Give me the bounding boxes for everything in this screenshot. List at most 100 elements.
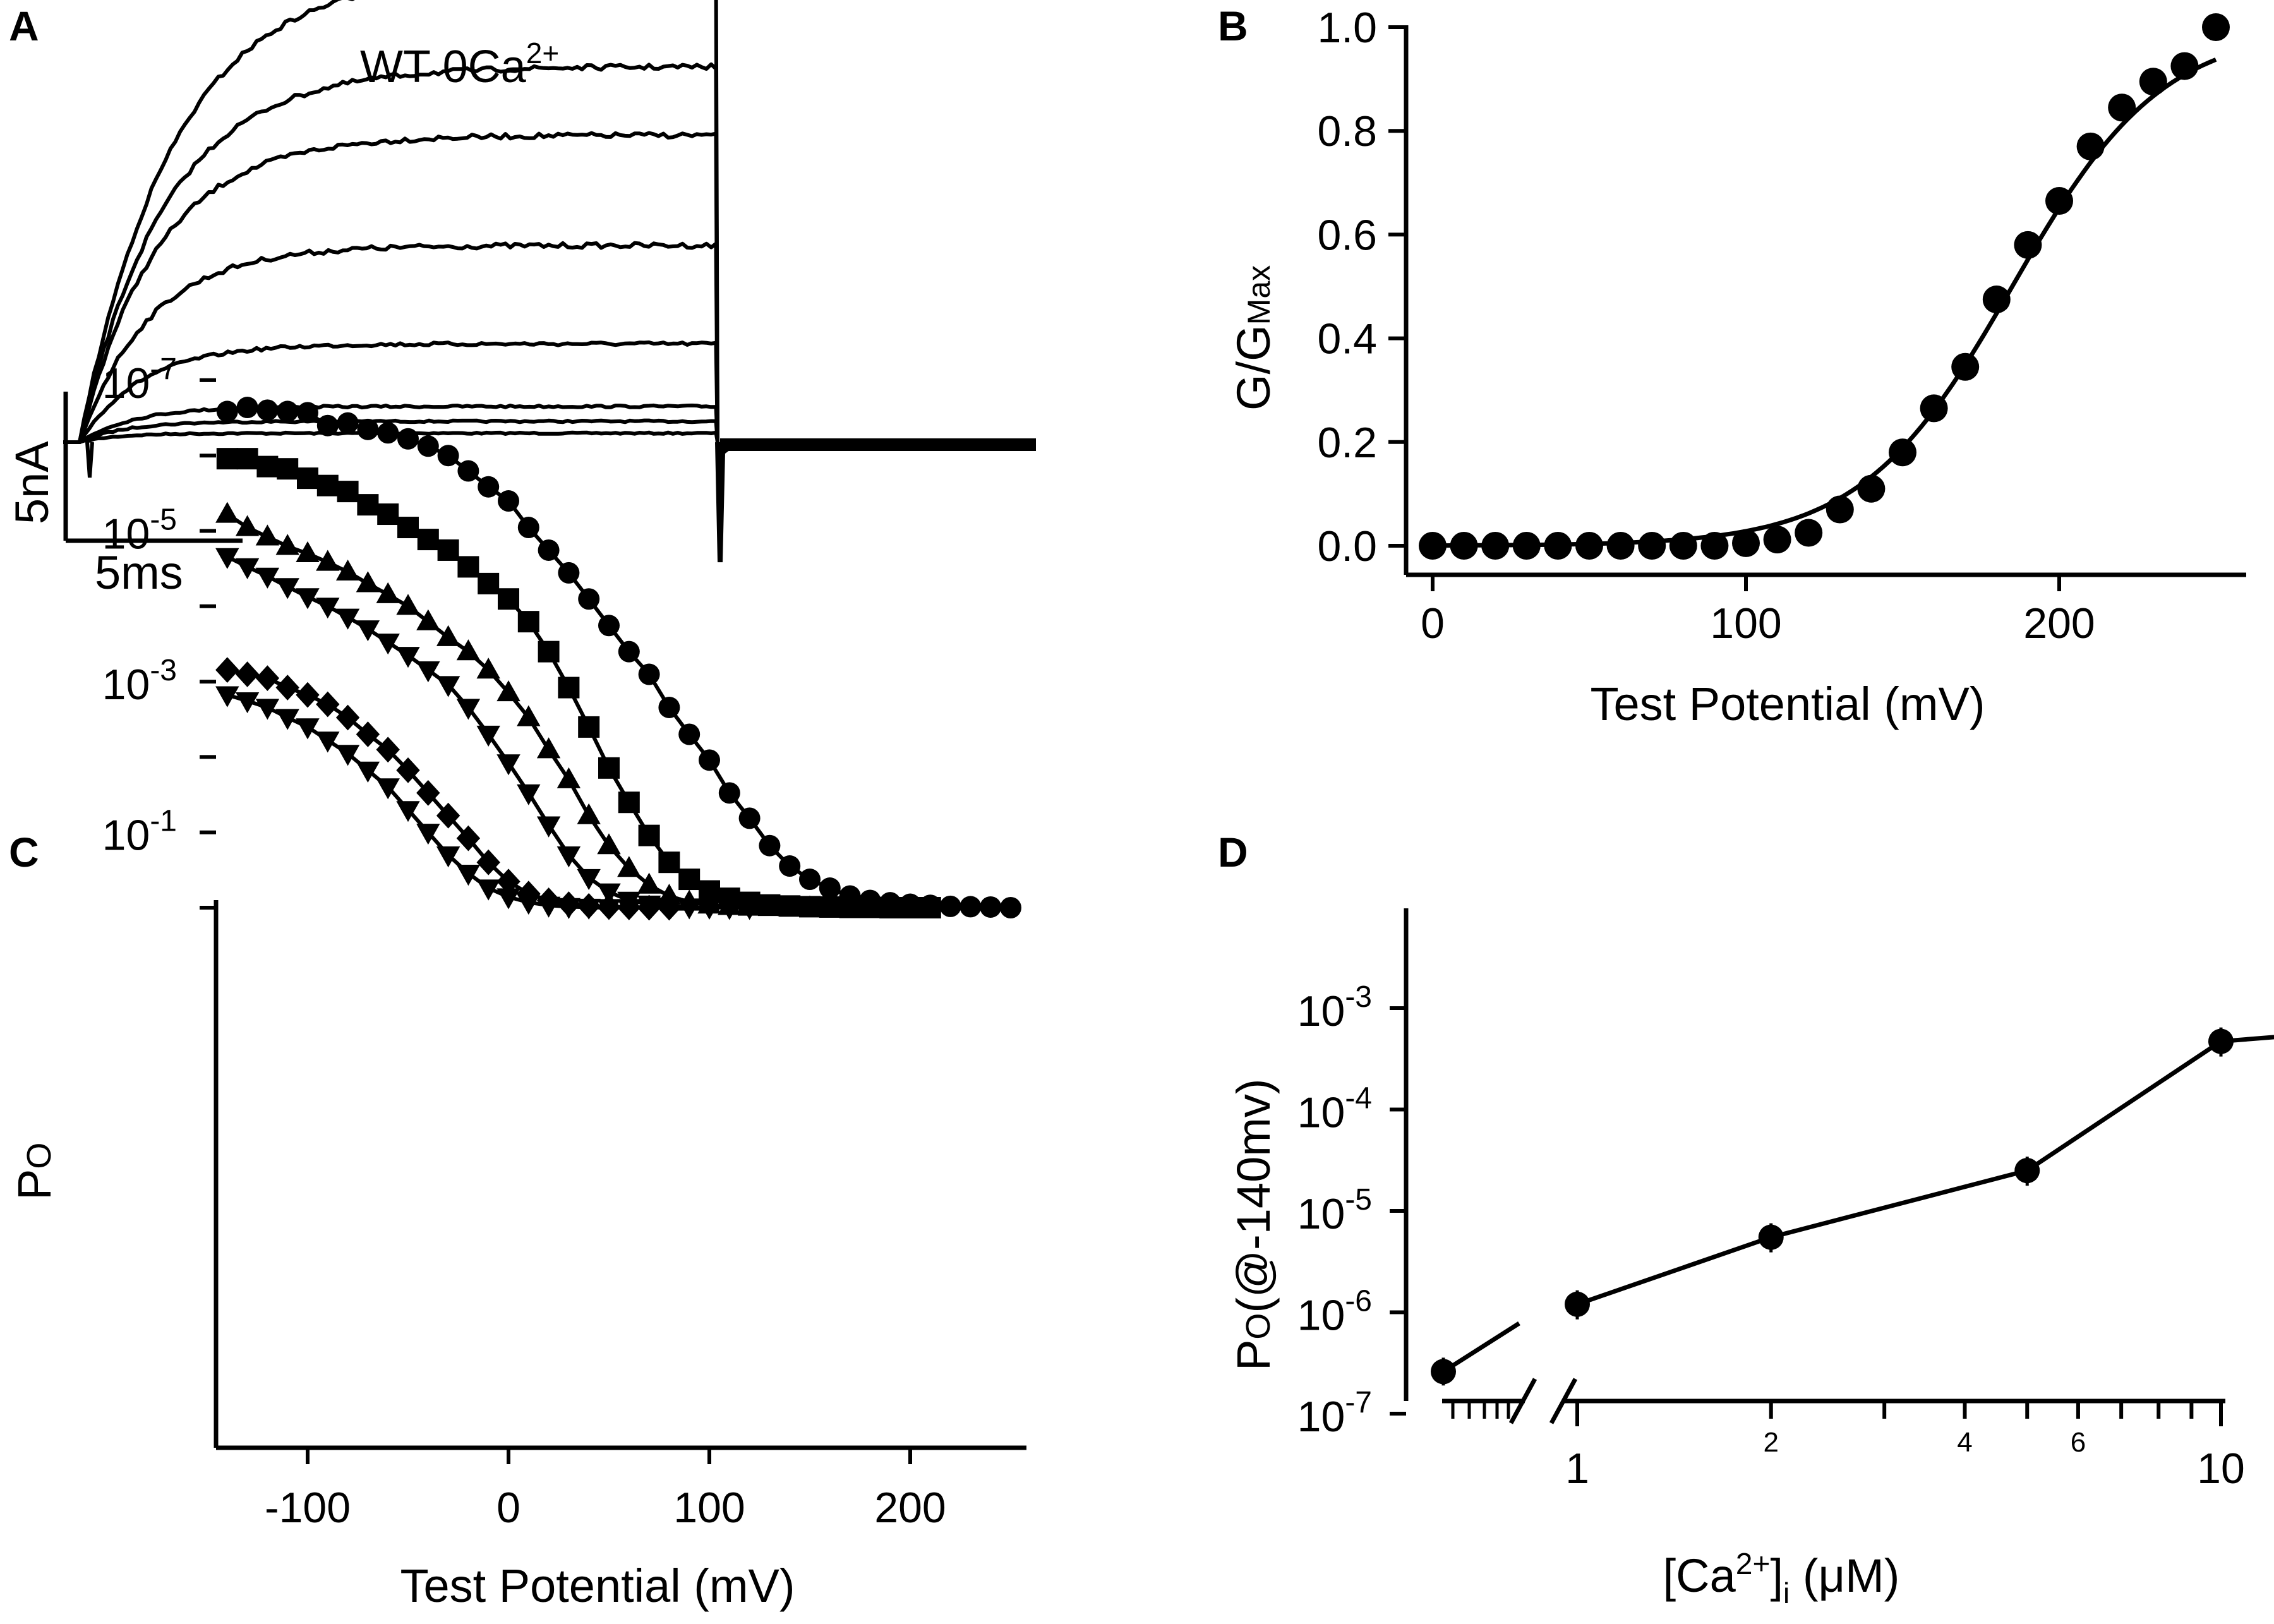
c-point-circle [277,400,299,423]
c-point-triangle-down [255,699,280,720]
b-point [1419,532,1447,560]
d-minor-tick-label: 2 [1764,1427,1779,1458]
d-zero-ca-link [1442,1321,1520,1374]
current-traces [63,0,1036,563]
c-point-triangle-up [577,803,601,824]
c-point-triangle-down [517,894,541,915]
c-point-triangle-up [597,833,621,855]
c-point-triangle-down [396,801,420,822]
c-point-diamond [476,849,500,875]
c-point-square [357,494,379,516]
c-point-diamond [456,825,481,851]
b-xtick-label: 100 [1710,599,1781,647]
b-ytick-label: 0.2 [1317,419,1377,467]
c-fit-triangle-up [226,512,810,910]
c-ytick-label: 10-3 [102,654,177,709]
c-point-square [277,458,299,480]
c-point-triangle-up [376,582,400,603]
c-point-circle [478,476,500,498]
panel-d-ticks: 10-310-410-510-610-7110100246246 [1297,980,2245,1493]
b-point [2202,13,2230,41]
c-ytick-label: 10-7 [102,352,177,407]
b-point [2045,187,2073,215]
c-point-circle [779,855,801,877]
c-ytick-label: 10-5 [102,503,177,558]
c-point-triangle-down [316,731,340,753]
panel-a: A WT 0Ca2+ 5nA 5ms [6,0,1036,599]
panel-b-ticks: 0 100 200 0.0 0.2 0.4 0.6 0.8 1.0 [1317,4,2095,647]
b-point [1951,352,1980,381]
c-point-diamond [335,704,360,731]
c-point-triangle-down [496,888,520,910]
c-point-square [618,791,640,814]
panel-c-y-label: PO [8,1143,61,1200]
panel-c-axes [214,900,1026,1450]
b-point [1606,532,1635,560]
b-point [1826,495,1854,524]
c-point-square [417,529,439,551]
c-point-circle [598,615,620,637]
c-point-circle [377,422,399,444]
c-point-square [919,897,941,918]
c-point-triangle-down [597,883,621,905]
b-ytick-label: 0.4 [1317,315,1377,363]
d-minor-tick-label: 6 [2071,1427,2086,1458]
c-point-triangle-up [798,895,822,917]
b-xtick-label: 0 [1421,599,1445,647]
c-point-triangle-up [778,895,802,917]
c-point-diamond [396,757,420,783]
d-minor-tick-label: 4 [1957,1427,1972,1458]
c-point-triangle-down [296,718,320,740]
c-point-triangle-down [235,692,260,714]
b-fit-line [1433,57,2217,548]
d-line [1576,1035,2274,1307]
b-ytick-label: 1.0 [1317,4,1377,52]
c-point-circle [799,869,821,891]
panel-label-a: A [9,3,39,49]
c-point-circle [397,428,419,450]
trace-3 [63,403,719,444]
c-point-diamond [255,665,280,691]
c-point-triangle-up [617,856,641,877]
panel-b-x-label: Test Potential (mV) [1590,678,1985,730]
onset-transient [85,442,94,478]
b-point [1763,526,1791,554]
panel-d-x-label: [Ca2+]i (μM) [1663,1548,1900,1609]
c-point-square [598,757,620,779]
b-point [1889,438,1916,467]
trace-6 [63,131,719,444]
c-point-triangle-up [235,515,260,536]
c-point-square [397,517,419,539]
c-point-triangle-up [496,680,520,702]
c-point-circle [718,782,740,804]
panel-c-points [215,397,1021,921]
c-point-circle [618,641,640,663]
c-point-diamond [356,721,380,747]
axis-break-mark [1508,1378,1537,1424]
c-point-triangle-down [517,784,541,805]
panel-label-d: D [1218,829,1248,875]
d-xtick-label: 10 [2197,1445,2245,1493]
d-point [2014,1158,2040,1184]
c-point-circle [498,490,519,512]
c-point-circle [658,696,680,718]
c-point-square [578,716,600,738]
c-point-diamond [235,661,260,687]
c-point-square [839,896,861,918]
c-point-triangle-up [476,658,500,679]
b-point [1732,529,1760,557]
d-ytick-label: 10-7 [1297,1386,1372,1441]
c-point-diamond [436,802,460,829]
panel-label-c: C [9,829,39,875]
b-point [1450,532,1478,560]
c-point-circle [538,539,560,561]
c-point-triangle-down [275,709,299,730]
c-point-diamond [296,682,320,708]
b-point [1575,532,1603,560]
panel-a-title: WT 0Ca2+ [360,37,559,92]
c-point-triangle-down [657,899,682,920]
panel-label-b: B [1218,3,1248,49]
c-point-circle [437,445,459,467]
c-point-triangle-down [416,661,440,683]
c-point-triangle-down [617,899,641,920]
